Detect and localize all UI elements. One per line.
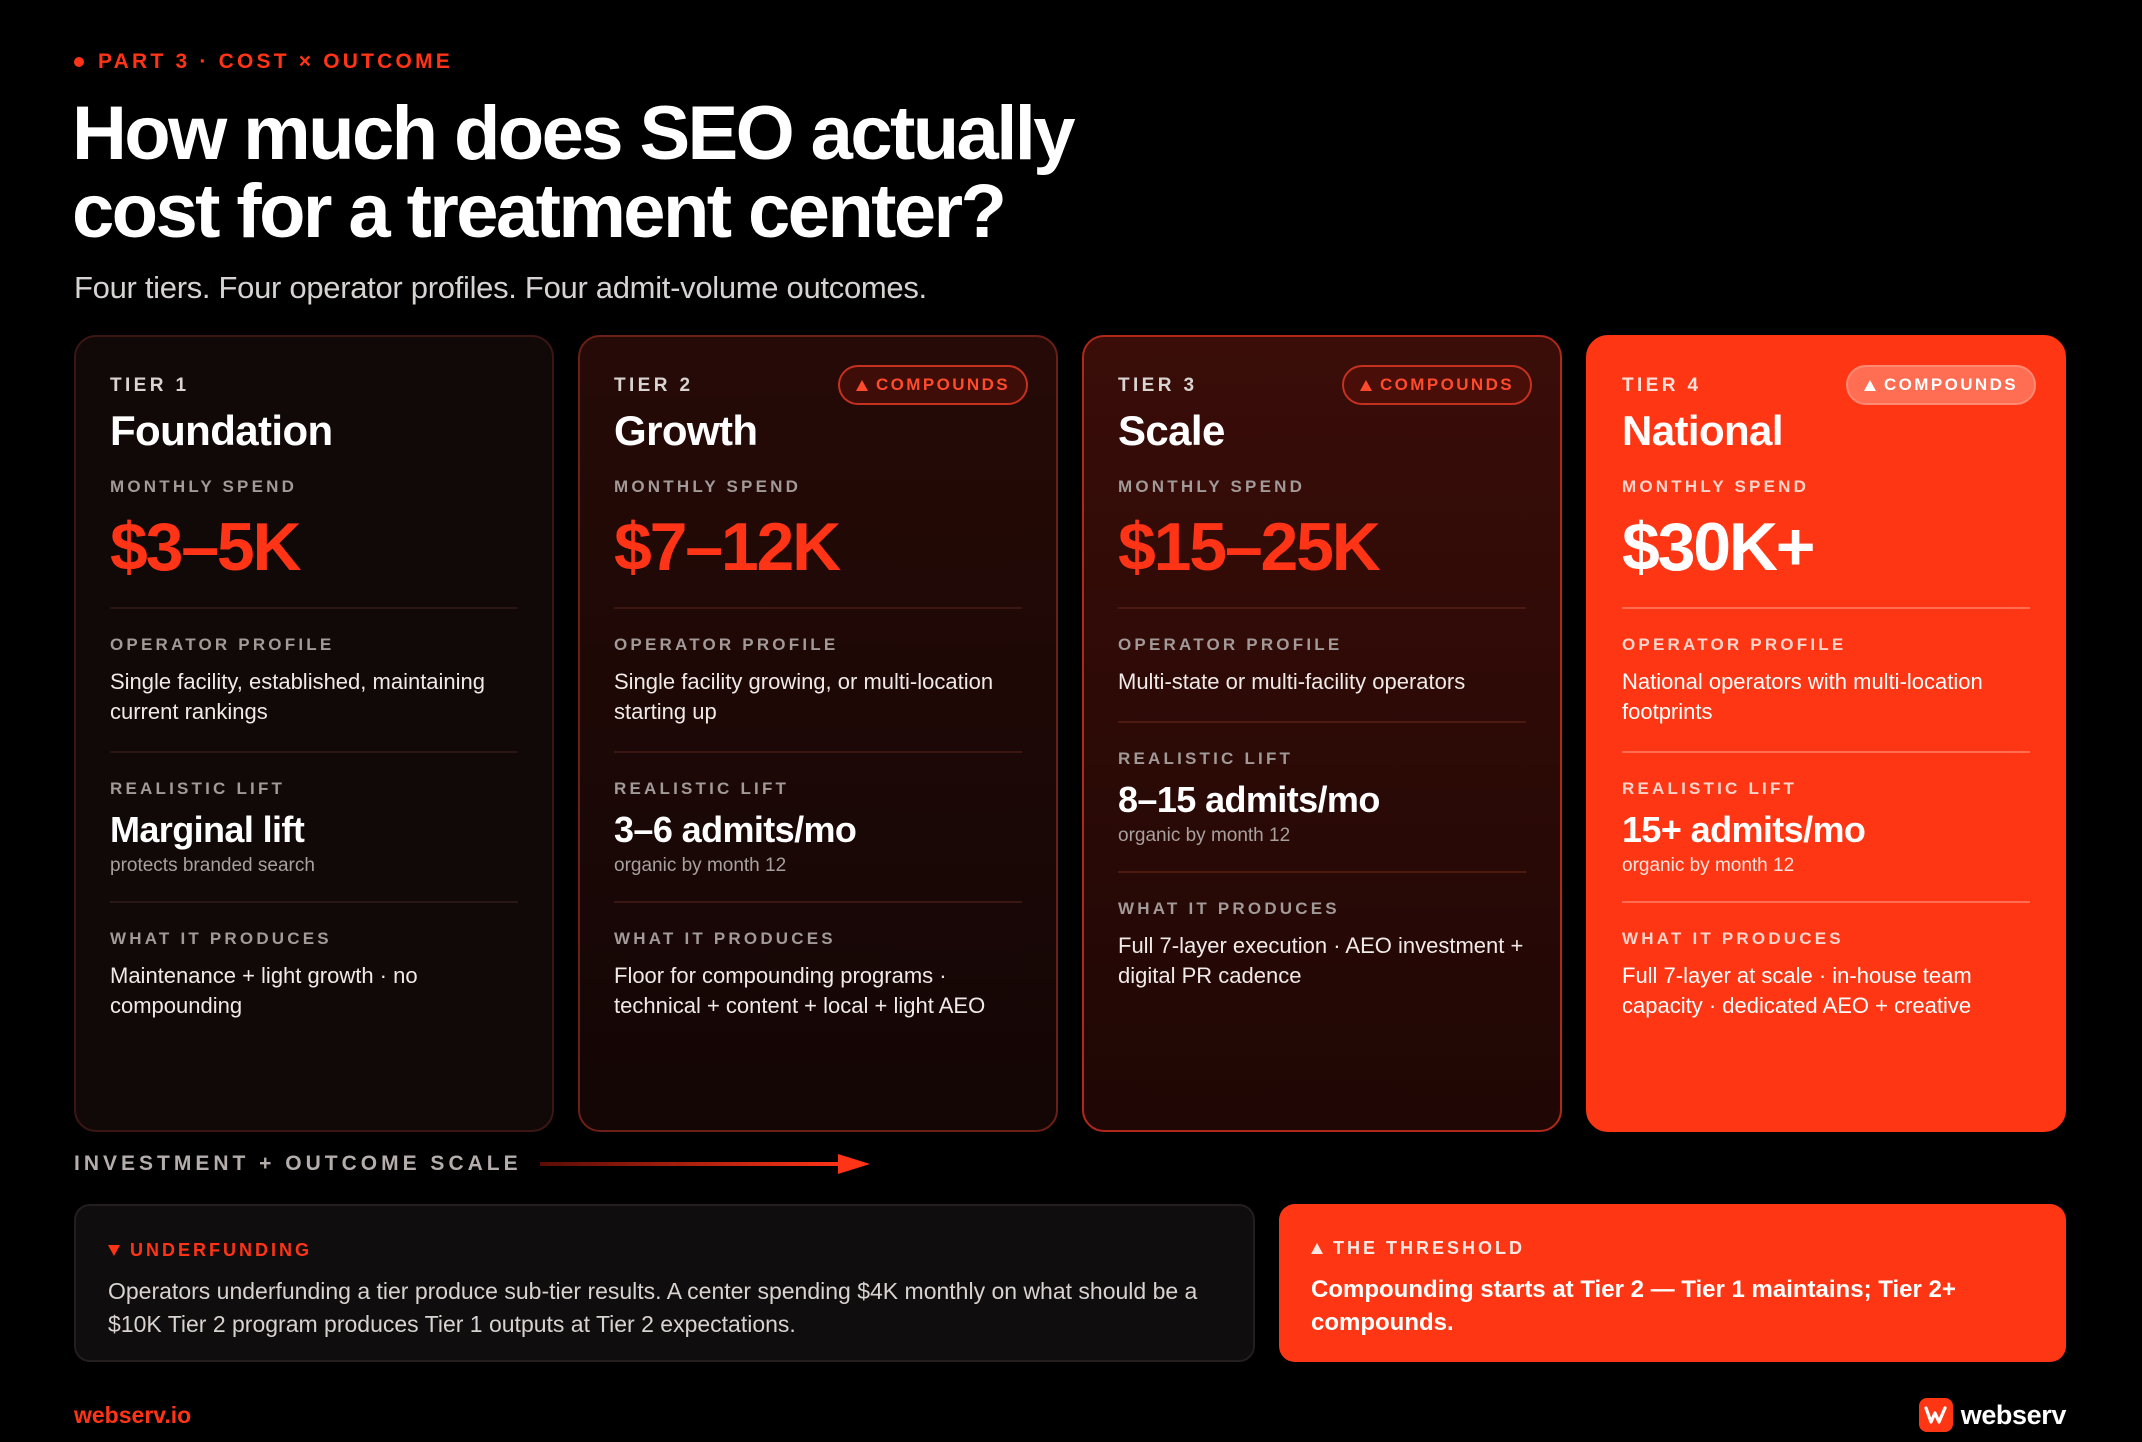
divider	[1118, 607, 1526, 609]
tier-cards: TIER 1 Foundation MONTHLY SPEND $3–5K OP…	[74, 335, 2066, 1132]
compounds-badge: COMPOUNDS	[1846, 365, 2036, 405]
operator-profile-text: Single facility, established, maintainin…	[110, 669, 486, 724]
underfunding-heading-text: UNDERFUNDING	[130, 1240, 312, 1260]
divider	[1622, 751, 2030, 753]
page-title: How much does SEO actually cost for a tr…	[72, 95, 1372, 251]
brand-wordmark: webserv	[1960, 1399, 2067, 1430]
operator-profile-label: OPERATOR PROFILE	[1118, 635, 1343, 654]
realistic-lift-label: REALISTIC LIFT	[1622, 779, 1798, 798]
compounds-badge-label: COMPOUNDS	[1884, 375, 2018, 394]
realistic-lift-value: 15+ admits/mo	[1622, 809, 1866, 850]
tier-card-1: TIER 1 Foundation MONTHLY SPEND $3–5K OP…	[74, 335, 554, 1132]
divider	[110, 901, 518, 903]
divider	[1118, 721, 1526, 723]
tier-name: Growth	[614, 407, 758, 454]
threshold-callout: THE THRESHOLD Compounding starts at Tier…	[1279, 1204, 2066, 1362]
tier-name: Scale	[1118, 407, 1225, 454]
operator-profile-label: OPERATOR PROFILE	[110, 635, 335, 654]
divider	[1622, 607, 2030, 609]
compounds-badge-label: COMPOUNDS	[876, 375, 1010, 394]
realistic-lift-value: 3–6 admits/mo	[614, 809, 857, 850]
compounds-badge: COMPOUNDS	[1342, 365, 1532, 405]
tier-label: TIER 3	[1118, 375, 1198, 396]
divider	[614, 901, 1022, 903]
triangle-down-icon	[108, 1245, 120, 1256]
monthly-spend-value: $15–25K	[1118, 509, 1381, 585]
monthly-spend-label: MONTHLY SPEND	[1118, 477, 1306, 496]
tier-label: TIER 2	[614, 375, 694, 396]
eyebrow: PART 3 · COST × OUTCOME	[74, 50, 453, 74]
divider	[1118, 871, 1526, 873]
title-line-1: How much does SEO actually	[72, 91, 1075, 176]
realistic-lift-note: protects branded search	[110, 855, 315, 876]
operator-profile-label: OPERATOR PROFILE	[1622, 635, 1847, 654]
what-it-produces-label: WHAT IT PRODUCES	[1622, 929, 1844, 948]
arrow-right-icon	[539, 1154, 870, 1174]
realistic-lift-value: 8–15 admits/mo	[1118, 779, 1380, 820]
tier-name: Foundation	[110, 407, 333, 454]
investment-scale-label: INVESTMENT + OUTCOME SCALE	[74, 1152, 522, 1175]
triangle-up-icon	[856, 379, 868, 391]
what-it-produces-text: Floor for compounding programs · technic…	[614, 963, 986, 1018]
tier-label: TIER 4	[1622, 375, 1702, 396]
underfunding-body: Operators underfunding a tier produce su…	[108, 1278, 1198, 1337]
monthly-spend-value: $3–5K	[110, 509, 302, 585]
footer-url-link[interactable]: webserv.io	[74, 1402, 192, 1428]
tier-card-4: COMPOUNDS TIER 4 National MONTHLY SPEND …	[1586, 335, 2066, 1132]
underfunding-heading: UNDERFUNDING	[108, 1240, 1221, 1261]
divider	[110, 607, 518, 609]
tier-card-2: COMPOUNDS TIER 2 Growth MONTHLY SPEND $7…	[578, 335, 1058, 1132]
what-it-produces-label: WHAT IT PRODUCES	[1118, 899, 1340, 918]
monthly-spend-label: MONTHLY SPEND	[110, 477, 298, 496]
title-line-2: cost for a treatment center?	[72, 169, 1007, 254]
eyebrow-text: PART 3 · COST × OUTCOME	[98, 50, 453, 73]
tier-card-3: COMPOUNDS TIER 3 Scale MONTHLY SPEND $15…	[1082, 335, 1562, 1132]
webserv-logo-icon	[1918, 1398, 1953, 1432]
divider	[614, 751, 1022, 753]
realistic-lift-label: REALISTIC LIFT	[614, 779, 790, 798]
divider	[1622, 901, 2030, 903]
operator-profile-text: National operators with multi-location f…	[1622, 669, 1983, 724]
what-it-produces-text: Full 7-layer at scale · in-house team ca…	[1622, 963, 1972, 1018]
realistic-lift-label: REALISTIC LIFT	[110, 779, 286, 798]
triangle-up-icon	[1360, 379, 1372, 391]
monthly-spend-label: MONTHLY SPEND	[1622, 477, 1810, 496]
divider	[614, 607, 1022, 609]
monthly-spend-value: $30K+	[1622, 509, 1815, 585]
underfunding-callout: UNDERFUNDING Operators underfunding a ti…	[74, 1204, 1255, 1362]
compounds-badge-label: COMPOUNDS	[1380, 375, 1514, 394]
compounds-badge: COMPOUNDS	[838, 365, 1028, 405]
what-it-produces-label: WHAT IT PRODUCES	[614, 929, 836, 948]
tier-name: National	[1622, 407, 1783, 454]
operator-profile-label: OPERATOR PROFILE	[614, 635, 839, 654]
monthly-spend-label: MONTHLY SPEND	[614, 477, 802, 496]
threshold-heading: THE THRESHOLD	[1311, 1238, 2034, 1259]
page-subtitle: Four tiers. Four operator profiles. Four…	[74, 270, 927, 305]
investment-scale: INVESTMENT + OUTCOME SCALE	[74, 1152, 870, 1176]
divider	[110, 751, 518, 753]
brand-logo[interactable]: webserv	[1918, 1398, 2067, 1432]
realistic-lift-note: organic by month 12	[1622, 855, 1795, 876]
monthly-spend-value: $7–12K	[614, 509, 841, 585]
threshold-body: Compounding starts at Tier 2 — Tier 1 ma…	[1311, 1276, 1956, 1336]
tier-label: TIER 1	[110, 375, 190, 396]
realistic-lift-note: organic by month 12	[1118, 825, 1291, 846]
realistic-lift-note: organic by month 12	[614, 855, 787, 876]
realistic-lift-value: Marginal lift	[110, 809, 305, 850]
triangle-up-icon	[1311, 1243, 1323, 1254]
operator-profile-text: Multi-state or multi-facility operators	[1118, 669, 1466, 694]
threshold-heading-text: THE THRESHOLD	[1333, 1238, 1525, 1258]
what-it-produces-text: Maintenance + light growth · no compound…	[110, 963, 418, 1018]
operator-profile-text: Single facility growing, or multi-locati…	[614, 669, 994, 724]
triangle-up-icon	[1864, 379, 1876, 391]
what-it-produces-text: Full 7-layer execution · AEO investment …	[1118, 933, 1524, 988]
realistic-lift-label: REALISTIC LIFT	[1118, 749, 1294, 768]
what-it-produces-label: WHAT IT PRODUCES	[110, 929, 332, 948]
dot-icon	[74, 57, 84, 67]
